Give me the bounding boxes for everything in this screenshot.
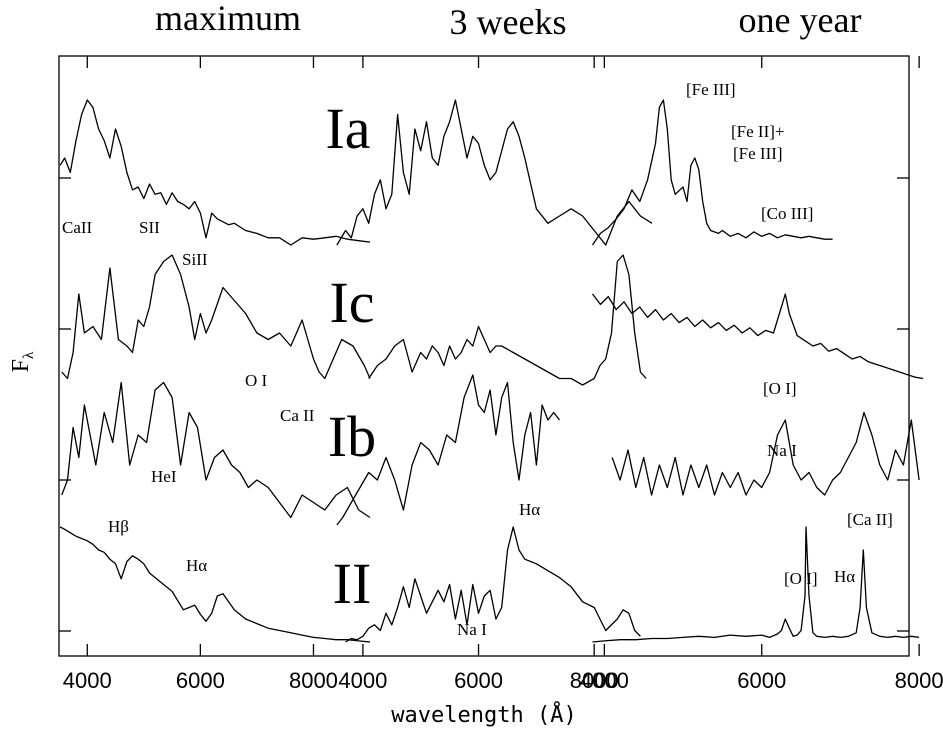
- spectrum-II-col1: [345, 526, 641, 643]
- x-tick-label: 6000: [737, 668, 786, 693]
- x-tick-label: 4000: [338, 668, 387, 693]
- spectrum-Ic-col1: [368, 254, 647, 386]
- y-axis-label-subscript: λ: [21, 351, 37, 359]
- annotation-ca-ii-year: [Ca II]: [847, 510, 893, 529]
- type-label-II: II: [333, 551, 372, 616]
- annotation-hei: HeI: [151, 467, 177, 486]
- spectrum-II-col2: [592, 526, 920, 643]
- spectrum-Ib-col2: [611, 411, 920, 496]
- column-title-maximum: maximum: [155, 0, 301, 38]
- type-label-Ib: Ib: [328, 404, 376, 469]
- column-title-3-weeks: 3 weeks: [450, 2, 567, 42]
- annotation-fe-iii-top: [Fe III]: [686, 80, 736, 99]
- spectrum-Ic-col0: [61, 254, 371, 380]
- type-label-Ia: Ia: [325, 96, 370, 161]
- spectrum-Ia-col1: [336, 99, 653, 246]
- annotation-co-iii: [Co III]: [761, 204, 813, 223]
- plot-frame: [58, 55, 910, 657]
- y-axis-label-main: F: [8, 359, 34, 372]
- type-label-Ic: Ic: [329, 270, 374, 335]
- annotation-o-i-max: O I: [245, 371, 268, 390]
- x-tick-label: 8000: [895, 668, 943, 693]
- spectra-layer: [59, 99, 924, 643]
- spectrum-Ic-col2: [591, 293, 924, 380]
- column-title-one-year: one year: [739, 0, 862, 40]
- annotation-h-alpha-max: Hα: [186, 556, 207, 575]
- spectrum-II-col0: [59, 526, 371, 643]
- spectrum-Ib-col1: [336, 374, 561, 526]
- annotation-na-i-3wk: Na I: [457, 620, 487, 639]
- annotation-siii: SiII: [182, 250, 208, 269]
- x-tick-label: 8000: [289, 668, 338, 693]
- y-axis-label: Fλ: [8, 351, 37, 372]
- spectrum-Ia-col2: [591, 99, 833, 246]
- x-tick-label: 6000: [176, 668, 225, 693]
- annotation-o-i-year-ii: [O I]: [784, 569, 818, 588]
- x-axis-title: wavelength (Å): [391, 701, 576, 728]
- annotation-caii: CaII: [62, 218, 93, 237]
- x-tick-label: 6000: [454, 668, 503, 693]
- annotation-h-alpha-year: Hα: [834, 567, 855, 586]
- annotation-fe-iii-second: [Fe III]: [733, 144, 783, 163]
- x-tick-label: 4000: [63, 668, 112, 693]
- annotation-h-beta: Hβ: [108, 517, 129, 536]
- x-tick-label: 4000: [580, 668, 629, 693]
- spectrum-Ib-col0: [61, 381, 371, 519]
- annotation-sii: SII: [139, 218, 160, 237]
- annotation-fe-ii-plus: [Fe II]+: [731, 122, 784, 141]
- spectrum-Ia-col0: [59, 99, 371, 246]
- annotation-ca-ii-max: Ca II: [280, 406, 315, 425]
- annotation-na-i-year: Na I: [767, 441, 797, 460]
- annotation-h-alpha-3wk: Hα: [519, 500, 540, 519]
- annotation-o-i-year: [O I]: [763, 379, 797, 398]
- x-tick-label: 8000: [570, 668, 619, 693]
